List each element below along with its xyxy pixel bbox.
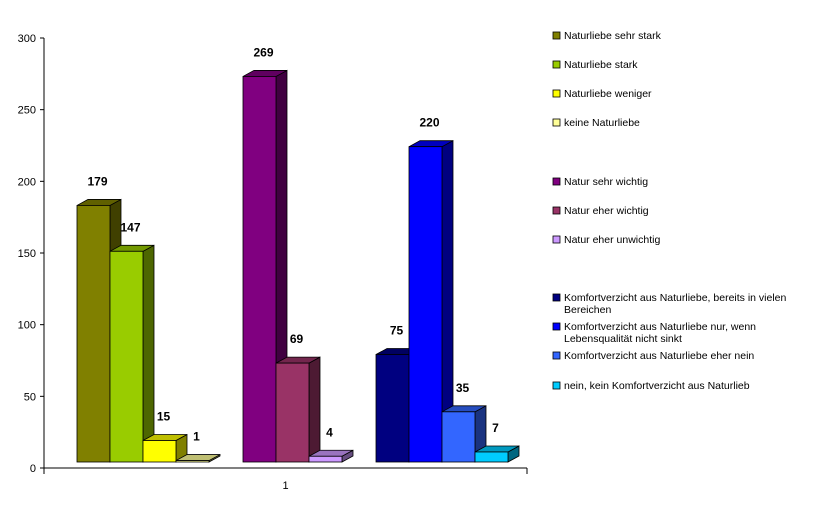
bar	[275, 356, 321, 463]
data-label: 269	[253, 45, 273, 59]
legend-swatch	[552, 60, 561, 69]
bar	[408, 139, 454, 463]
legend-label: Natur eher unwichtig	[564, 234, 660, 246]
data-label: 15	[157, 410, 171, 424]
legend-swatch	[552, 381, 561, 390]
data-label: 4	[326, 425, 333, 439]
legend-item: Komfortverzicht aus Naturliebe, bereits …	[552, 292, 787, 316]
legend-label: Naturliebe sehr stark	[564, 30, 662, 42]
bar	[175, 453, 221, 463]
legend-swatch	[552, 31, 561, 40]
legend-label: nein, kein Komfortverzicht aus Naturlieb	[564, 380, 750, 392]
legend-swatch	[552, 293, 561, 302]
data-labels: 179 147 15 1 269 69 4 75 220 35 7	[87, 45, 499, 443]
chart-axes: 0 50 100 150 200 250 300 1	[18, 33, 528, 492]
legend-label: Komfortverzicht aus Naturliebe nur, wenn…	[564, 321, 756, 345]
data-label: 69	[290, 332, 304, 346]
bar	[109, 244, 155, 463]
legend-item: Naturliebe sehr stark	[552, 30, 662, 42]
data-label: 7	[492, 421, 499, 435]
bar	[474, 445, 520, 463]
legend-item: Naturliebe stark	[552, 59, 638, 71]
y-tick-label: 250	[18, 105, 36, 117]
data-label: 179	[87, 174, 107, 188]
legend-label: Komfortverzicht aus Naturliebe eher nein	[564, 350, 754, 362]
legend-swatch	[552, 322, 561, 331]
legend-item: Komfortverzicht aus Naturliebe eher nein	[552, 350, 754, 362]
legend-item: Natur eher wichtig	[552, 205, 649, 217]
data-label: 75	[390, 324, 404, 338]
legend-label: Komfortverzicht aus Naturliebe, bereits …	[564, 292, 787, 316]
legend-swatch	[552, 89, 561, 98]
legend-item: keine Naturliebe	[552, 117, 640, 129]
data-label: 35	[456, 381, 470, 395]
legend-label: Naturliebe stark	[564, 59, 638, 71]
legend-label: Naturliebe weniger	[564, 88, 652, 100]
data-label: 147	[120, 220, 140, 234]
y-tick-label: 150	[18, 248, 36, 260]
chart-legend: Naturliebe sehr stark Naturliebe stark Nat…	[552, 30, 787, 392]
chart-bars	[76, 69, 520, 463]
data-label: 1	[193, 430, 200, 444]
data-label: 220	[419, 116, 439, 130]
y-tick-label: 300	[18, 33, 36, 45]
y-tick-label: 100	[18, 320, 36, 332]
y-tick-label: 0	[30, 463, 36, 475]
legend-item: Komfortverzicht aus Naturliebe nur, wenn…	[552, 321, 756, 345]
bar	[142, 433, 188, 463]
legend-item: Naturliebe weniger	[552, 88, 652, 100]
legend-swatch	[552, 235, 561, 244]
bar	[308, 449, 354, 463]
legend-label: keine Naturliebe	[564, 117, 640, 129]
legend-label: Natur sehr wichtig	[564, 176, 648, 188]
legend-label: Natur eher wichtig	[564, 205, 649, 217]
legend-item: Natur sehr wichtig	[552, 176, 648, 188]
legend-item: Natur eher unwichtig	[552, 234, 660, 246]
legend-swatch	[552, 118, 561, 127]
y-tick-label: 200	[18, 176, 36, 188]
x-category-label: 1	[282, 480, 288, 492]
y-tick-label: 50	[24, 391, 36, 403]
legend-item: nein, kein Komfortverzicht aus Naturlieb	[552, 380, 750, 392]
legend-swatch	[552, 177, 561, 186]
legend-swatch	[552, 206, 561, 215]
legend-swatch	[552, 351, 561, 360]
